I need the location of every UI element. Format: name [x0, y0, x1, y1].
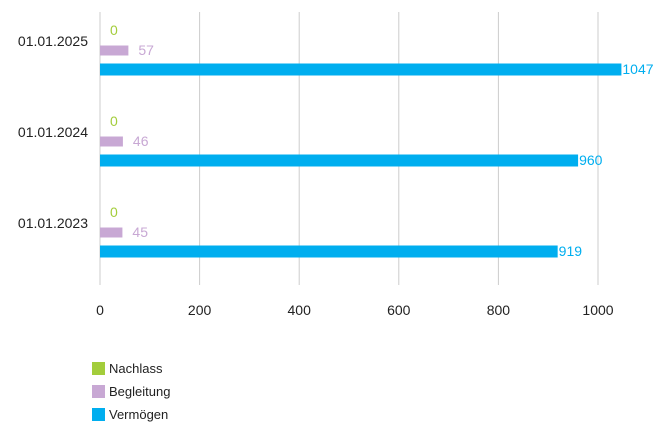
category-label: 01.01.2023 — [18, 215, 88, 231]
data-label-vermögen: 919 — [559, 243, 583, 259]
category-label: 01.01.2025 — [18, 33, 88, 49]
legend: Nachlass Begleitung Vermögen — [92, 357, 170, 426]
data-label-nachlass: 0 — [110, 204, 118, 220]
x-tick-label: 400 — [288, 302, 312, 318]
data-label-begleitung: 57 — [138, 42, 154, 58]
data-label-nachlass: 0 — [110, 22, 118, 38]
bar-vermögen-01.01.2024 — [100, 154, 579, 167]
legend-item-begleitung: Begleitung — [92, 380, 170, 403]
legend-item-vermoegen: Vermögen — [92, 403, 170, 426]
data-labels: 0 57 1047 0 46 960 0 45 919 — [110, 22, 654, 259]
data-label-vermögen: 1047 — [622, 61, 653, 77]
data-label-begleitung: 45 — [132, 224, 148, 240]
x-tick-label: 600 — [387, 302, 411, 318]
x-tick-label: 0 — [96, 302, 104, 318]
legend-label-begleitung: Begleitung — [109, 384, 171, 399]
legend-item-nachlass: Nachlass — [92, 357, 170, 380]
data-label-nachlass: 0 — [110, 113, 118, 129]
x-tick-label: 200 — [188, 302, 212, 318]
bar-vermögen-01.01.2025 — [100, 63, 622, 76]
bar-begleitung-01.01.2024 — [100, 136, 123, 147]
bar-vermögen-01.01.2023 — [100, 245, 558, 258]
category-labels: 01.01.2025 01.01.2024 01.01.2023 — [18, 33, 88, 231]
bars — [100, 45, 622, 258]
legend-label-nachlass: Nachlass — [109, 361, 163, 376]
bar-begleitung-01.01.2023 — [100, 227, 123, 238]
legend-swatch-begleitung — [92, 385, 105, 398]
legend-label-vermoegen: Vermögen — [109, 407, 169, 422]
category-label: 01.01.2024 — [18, 124, 88, 140]
x-tick-label: 800 — [487, 302, 511, 318]
legend-swatch-vermoegen — [92, 408, 105, 421]
grid-lines — [99, 12, 599, 285]
data-label-vermögen: 960 — [579, 152, 603, 168]
legend-swatch-nachlass — [92, 362, 105, 375]
x-tick-label: 1000 — [582, 302, 613, 318]
x-axis-ticks: 0 200 400 600 800 1000 — [96, 302, 614, 318]
data-label-begleitung: 46 — [133, 133, 149, 149]
bar-begleitung-01.01.2025 — [100, 45, 129, 56]
